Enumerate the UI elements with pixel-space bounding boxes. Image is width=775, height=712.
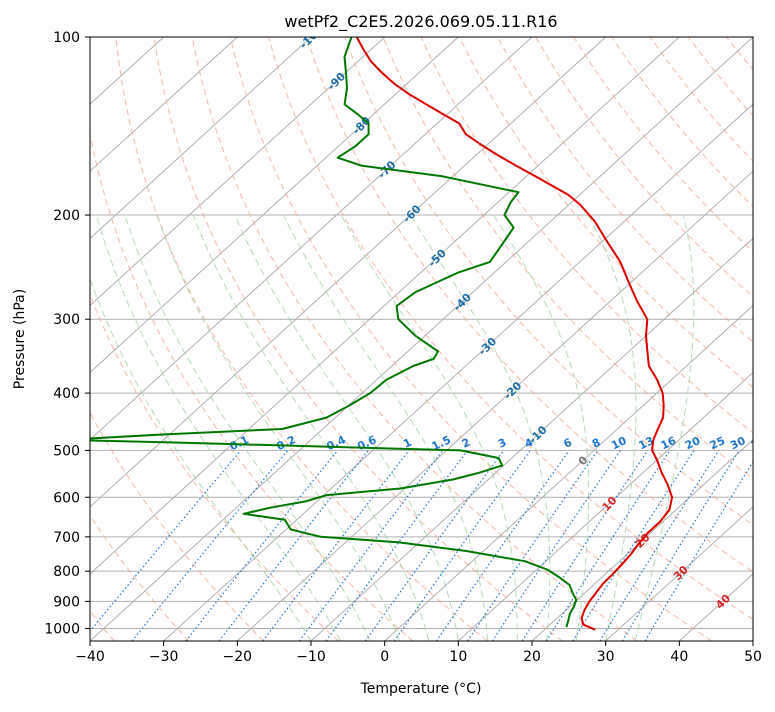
y-tick-label: 500 [53,443,80,459]
x-tick-label: −30 [149,649,179,665]
y-tick-label: 1000 [44,621,80,637]
y-tick-label: 600 [53,490,80,506]
y-tick-label: 200 [53,208,80,224]
y-tick-label: 900 [53,594,80,610]
chart-title: wetPf2_C2E5.2026.069.05.11.R16 [284,12,557,32]
x-tick-label: 10 [449,649,467,665]
y-tick-label: 400 [53,386,80,402]
x-tick-label: −10 [296,649,326,665]
x-tick-label: −40 [75,649,105,665]
y-axis-label: Pressure (hPa) [12,289,28,389]
y-tick-label: 100 [53,30,80,46]
x-tick-label: 20 [523,649,541,665]
x-tick-label: 30 [597,649,615,665]
x-axis-label: Temperature (°C) [360,681,482,697]
x-tick-label: 0 [380,649,389,665]
y-tick-label: 700 [53,530,80,546]
x-tick-label: −20 [223,649,253,665]
x-tick-label: 40 [670,649,688,665]
x-tick-label: 50 [744,649,762,665]
y-tick-label: 300 [53,312,80,328]
y-tick-label: 800 [53,564,80,580]
